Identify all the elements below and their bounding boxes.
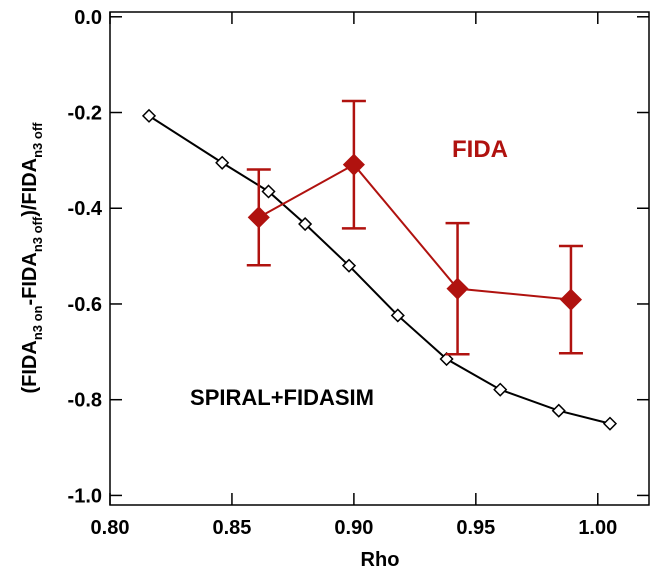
y-tick-label: -0.2	[68, 103, 102, 125]
marker	[342, 153, 365, 176]
series-line	[258, 163, 572, 301]
y-tick-label: -0.4	[68, 198, 103, 220]
marker	[298, 216, 313, 232]
x-tick-label: 0.85	[212, 517, 251, 539]
x-tick-label: 0.90	[334, 517, 373, 539]
series-line	[148, 115, 611, 425]
y-label-subscript: n3 off	[30, 216, 45, 252]
x-axis-label: Rho	[361, 549, 400, 571]
y-tick-label: -1.0	[68, 485, 102, 507]
plot-frame	[109, 11, 650, 506]
y-label-subscript: n3 off	[30, 122, 45, 158]
marker	[602, 416, 618, 431]
marker	[341, 258, 357, 273]
y-label-part: (FIDA	[19, 340, 41, 393]
legend-label: FIDA	[452, 136, 508, 163]
y-label-part: -FIDA	[19, 252, 41, 305]
legend-label: SPIRAL+FIDASIM	[190, 385, 374, 410]
marker	[551, 403, 566, 418]
y-label-subscript: n3 on	[30, 305, 45, 340]
marker	[261, 184, 276, 199]
y-axis-label: (FIDAn3 on-FIDAn3 off)/FIDAn3 off	[19, 122, 45, 394]
marker	[390, 308, 405, 323]
y-label-part: )/FIDA	[19, 158, 41, 217]
y-tick-label: 0.0	[74, 7, 102, 29]
x-tick-label: 1.00	[578, 517, 617, 539]
y-tick-label: -0.8	[68, 390, 102, 412]
marker	[247, 206, 270, 229]
marker	[141, 108, 157, 123]
x-tick-label: 0.95	[456, 517, 495, 539]
marker	[446, 277, 469, 300]
marker	[493, 382, 508, 397]
marker	[215, 155, 230, 170]
marker	[559, 288, 583, 311]
y-tick-label: -0.6	[68, 294, 102, 316]
marker	[439, 351, 454, 367]
x-tick-label: 0.80	[91, 517, 130, 539]
